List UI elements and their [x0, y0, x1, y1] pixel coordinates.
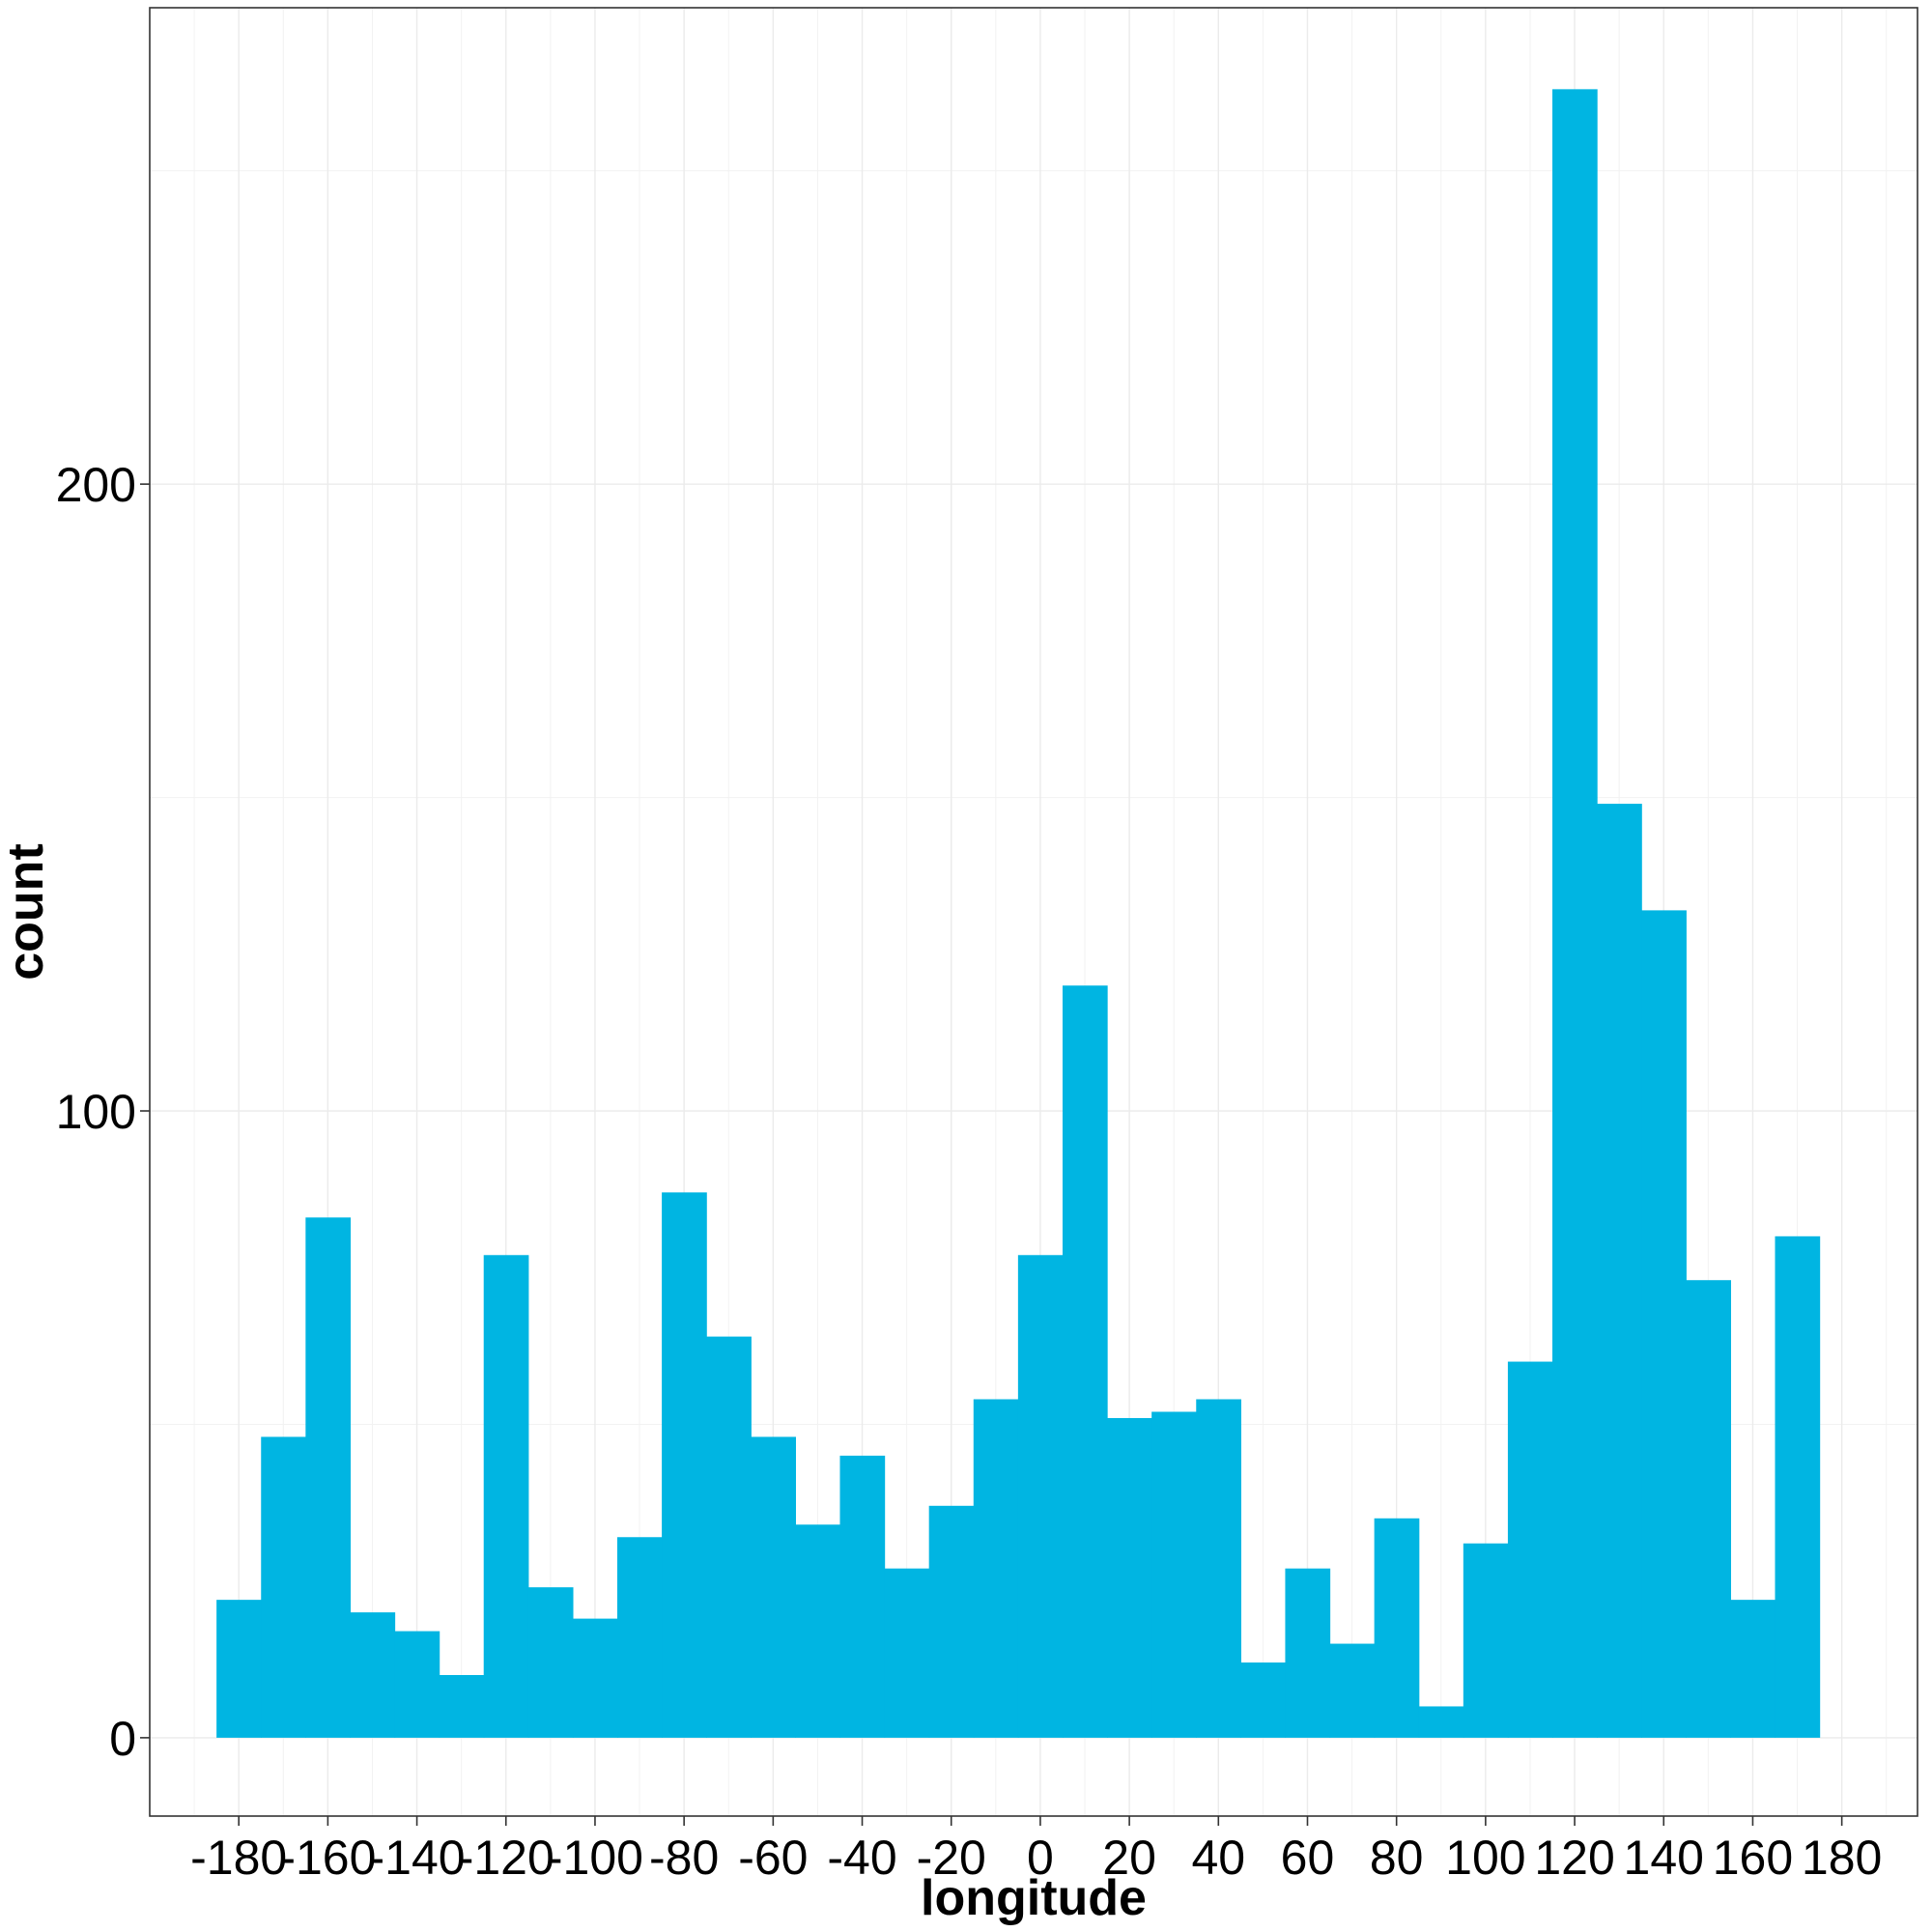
x-tick-label: 100	[1445, 1831, 1525, 1885]
histogram-bar	[350, 1612, 396, 1738]
histogram-bar	[1686, 1280, 1731, 1738]
x-tick-label: -160	[279, 1831, 376, 1885]
histogram-bar	[1240, 1662, 1287, 1738]
y-tick-label: 0	[109, 1712, 136, 1766]
histogram-bar	[973, 1399, 1019, 1738]
histogram-bar	[572, 1618, 618, 1738]
x-tick-label: -180	[190, 1831, 287, 1885]
histogram-bar	[1062, 985, 1108, 1738]
panel-border	[149, 7, 1918, 1817]
histogram-bar	[1597, 804, 1642, 1738]
x-tick-label: -80	[649, 1831, 719, 1885]
x-tick-label: 60	[1281, 1831, 1335, 1885]
histogram-bar	[662, 1192, 707, 1738]
x-tick-label: -20	[917, 1831, 986, 1885]
histogram-bar	[1641, 910, 1687, 1738]
histogram-bar	[527, 1587, 574, 1738]
histogram-bar	[839, 1455, 886, 1738]
histogram-bar	[1552, 89, 1598, 1738]
x-tick-label: -60	[738, 1831, 808, 1885]
histogram-bar	[884, 1568, 930, 1738]
y-axis-title: count	[0, 843, 54, 980]
histogram-bar	[261, 1436, 306, 1738]
histogram-bar	[928, 1505, 975, 1738]
histogram-bar	[1418, 1706, 1464, 1738]
histogram-bar	[216, 1600, 262, 1738]
histogram-bar	[1329, 1643, 1376, 1738]
x-tick-label: 20	[1102, 1831, 1156, 1885]
x-tick-label: 120	[1534, 1831, 1614, 1885]
y-tick-label: 200	[56, 458, 136, 512]
x-tick-label: 40	[1191, 1831, 1245, 1885]
histogram-bar	[1374, 1518, 1420, 1738]
x-tick-label: 160	[1713, 1831, 1793, 1885]
x-tick-label: -100	[547, 1831, 643, 1885]
x-tick-label: 0	[1027, 1831, 1054, 1885]
y-tick-label: 100	[56, 1085, 136, 1139]
histogram-bar	[1285, 1568, 1331, 1738]
histogram-bar	[617, 1537, 663, 1738]
histogram-bar	[439, 1675, 485, 1738]
histogram-bar	[1730, 1600, 1776, 1738]
histogram-bar	[1017, 1255, 1064, 1738]
histogram-bar	[394, 1631, 440, 1738]
histogram-bar	[751, 1436, 796, 1738]
histogram-bar	[1507, 1361, 1553, 1738]
x-tick-label: -120	[458, 1831, 554, 1885]
axis-ticks: -180-160-140-120-100 -80 -60 -40 -20 0 20 40 60 8…	[56, 458, 1883, 1885]
x-tick-label: -140	[369, 1831, 466, 1885]
histogram-bars	[216, 89, 1821, 1738]
histogram-bar	[305, 1217, 352, 1738]
histogram-bar	[1107, 1417, 1152, 1738]
x-tick-label: 180	[1802, 1831, 1882, 1885]
x-tick-label: 140	[1624, 1831, 1704, 1885]
x-axis-title: longitude	[921, 1870, 1147, 1926]
x-tick-label: -40	[827, 1831, 896, 1885]
histogram-bar	[483, 1255, 529, 1738]
histogram-bar	[795, 1524, 841, 1738]
histogram-bar	[1775, 1236, 1821, 1738]
histogram-bar	[1151, 1411, 1197, 1738]
histogram-bar	[1196, 1399, 1241, 1738]
histogram-bar	[706, 1336, 752, 1738]
x-tick-label: 80	[1370, 1831, 1424, 1885]
histogram-bar	[1463, 1543, 1509, 1738]
